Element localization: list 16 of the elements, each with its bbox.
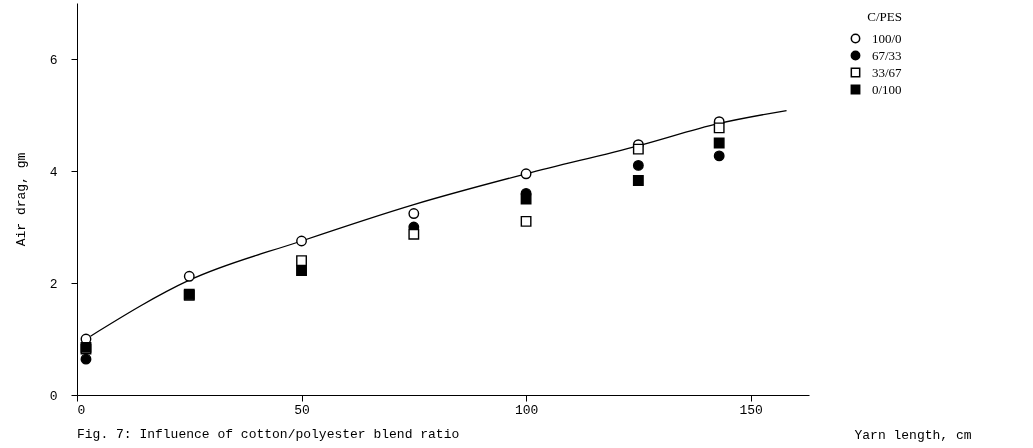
y-axis-title: Air drag, gm (13, 152, 29, 247)
legend-title: C/PES (867, 9, 902, 24)
legend-label: 67/33 (872, 47, 902, 63)
y-tick-label: 6 (49, 52, 58, 68)
legend-label: 0/100 (872, 81, 902, 97)
x-axis-title: Yarn length, cm (854, 427, 972, 443)
legend-label: 100/0 (872, 30, 902, 46)
x-tick-label: 0 (77, 402, 86, 418)
y-tick-label: 2 (49, 276, 58, 292)
caption: Fig. 7: Influence of cotton/polyester blend ratio (77, 427, 460, 442)
x-tick-label: 100 (514, 402, 539, 418)
y-tick-label: 4 (49, 164, 58, 180)
x-tick-label: 50 (294, 402, 310, 418)
legend-label: 33/67 (872, 64, 903, 80)
y-tick-label: 0 (49, 388, 58, 404)
x-tick-label: 150 (739, 402, 763, 418)
